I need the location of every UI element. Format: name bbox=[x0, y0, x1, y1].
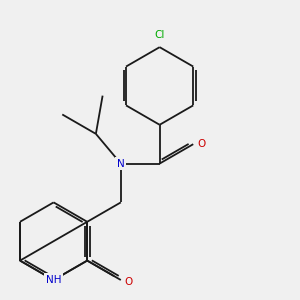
Text: NH: NH bbox=[46, 275, 62, 285]
Text: N: N bbox=[117, 159, 125, 169]
Text: O: O bbox=[125, 277, 133, 287]
Text: O: O bbox=[197, 139, 206, 149]
Text: Cl: Cl bbox=[154, 30, 165, 40]
